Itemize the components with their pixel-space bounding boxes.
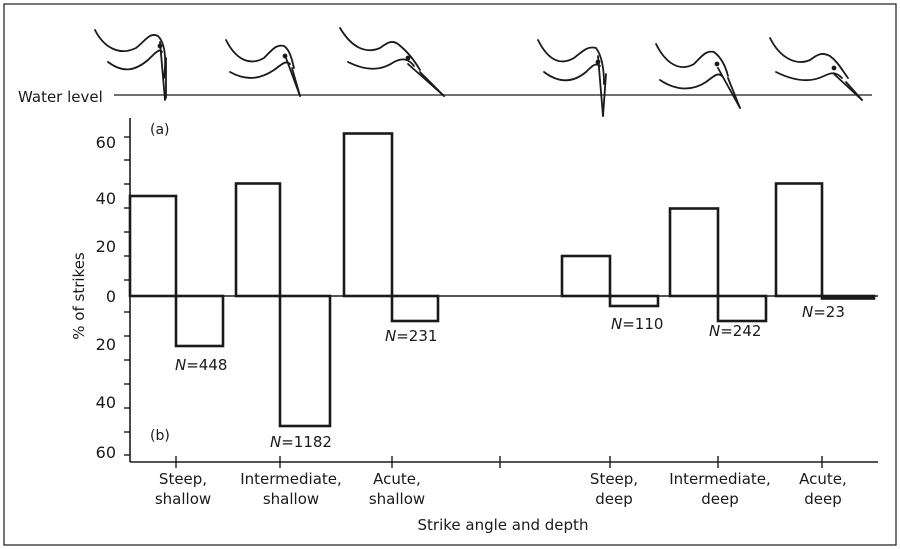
heron-steep-deep: [537, 39, 607, 117]
bar-lower: [174, 294, 225, 348]
y-axis-label: % of strikes: [70, 252, 88, 340]
n-label: N=1182: [270, 433, 332, 451]
heron-acute-shallow: [339, 27, 445, 97]
bar-lower: [820, 294, 876, 300]
bar-lower: [608, 294, 660, 308]
bar-upper: [342, 132, 394, 298]
bars: [128, 132, 876, 428]
y-tick-label: 20: [96, 237, 116, 256]
y-tick-label: 0: [106, 287, 116, 306]
panel-label-b: (b): [150, 428, 170, 444]
n-label: N=448: [175, 356, 227, 374]
bar-upper: [234, 182, 282, 298]
bar-lower: [716, 294, 768, 323]
y-tick-labels: 60 40 20 0 20 40 60: [96, 133, 116, 462]
bar-upper: [668, 207, 720, 298]
figure-frame: [3, 3, 897, 546]
heron-intermediate-deep: [655, 43, 741, 109]
heron-acute-deep: [769, 37, 863, 101]
category-label: Steep,: [159, 470, 207, 488]
category-label: shallow: [263, 490, 319, 508]
category-label: shallow: [369, 490, 425, 508]
n-label: N=231: [385, 327, 437, 345]
category-label: Acute,: [373, 470, 421, 488]
bar-upper: [774, 182, 824, 298]
category-label: shallow: [155, 490, 211, 508]
n-label: N=242: [709, 322, 761, 340]
y-tick-label: 60: [96, 133, 116, 152]
n-label: N=110: [611, 315, 663, 333]
panel-label-a: (a): [150, 122, 170, 138]
y-tick-label: 40: [96, 189, 116, 208]
category-label: Acute,: [799, 470, 847, 488]
category-labels: Steep, shallow Intermediate, shallow Acu…: [155, 470, 847, 508]
category-label: Intermediate,: [669, 470, 771, 488]
category-label: deep: [595, 490, 633, 508]
n-labels: N=448 N=1182 N=231 N=110 N=242 N=23: [175, 303, 845, 451]
n-label: N=23: [802, 303, 845, 321]
bar-lower: [278, 294, 332, 428]
water-level-label: Water level: [18, 88, 103, 106]
heron-steep-shallow: [94, 29, 167, 101]
bar-lower: [390, 294, 440, 323]
heron-intermediate-shallow: [225, 39, 301, 97]
y-tick-label: 60: [96, 443, 116, 462]
y-tick-label: 40: [96, 393, 116, 412]
category-label: deep: [701, 490, 739, 508]
x-ticks: [175, 456, 823, 468]
bar-upper: [128, 194, 178, 298]
category-label: Steep,: [590, 470, 638, 488]
y-tick-label: 20: [96, 335, 116, 354]
heron-illustrations: [94, 27, 863, 117]
category-label: deep: [804, 490, 842, 508]
x-axis-label: Strike angle and depth: [418, 516, 589, 534]
bar-upper: [560, 254, 612, 298]
category-label: Intermediate,: [240, 470, 342, 488]
